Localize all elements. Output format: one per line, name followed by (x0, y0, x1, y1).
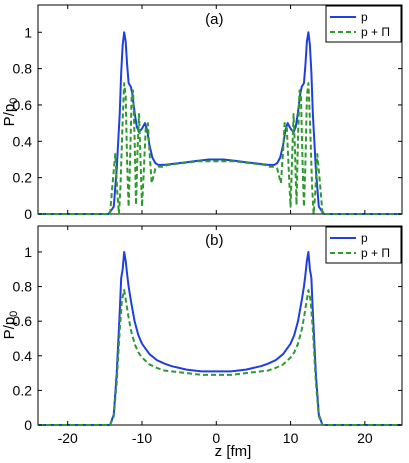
panel-label: (a) (205, 11, 223, 28)
ytick-label: 1 (24, 244, 32, 260)
ytick-label: 1 (24, 24, 32, 40)
ytick-label: 0.6 (13, 97, 33, 113)
ytick-label: 0.2 (13, 170, 33, 186)
ytick-label: 0.6 (13, 313, 33, 329)
ytick-label: 0.8 (13, 279, 33, 295)
series-line-p-plus-pi (38, 82, 402, 215)
panel-label: (b) (205, 232, 223, 249)
panel-a: 0 0.2 0.4 0.6 0.8 1 (a) pp + Π (13, 4, 403, 222)
panel-b: 0 0.2 0.4 0.6 0.8 1 -20 -10 0 10 20 (b) pp + Π (13, 225, 403, 446)
legend-box (325, 226, 402, 264)
xtick-label: 20 (357, 430, 373, 446)
series-line-p (38, 250, 402, 426)
ytick-label: 0.4 (13, 348, 33, 364)
ytick-label: 0 (24, 417, 32, 433)
xlabel: z [fm] (215, 443, 252, 460)
ytick-label: 0 (24, 206, 32, 222)
legend-label: p + Π (361, 246, 390, 260)
ytick-label: 0.4 (13, 133, 33, 149)
ytick-label: 0.2 (13, 382, 33, 398)
xtick-label: 10 (283, 430, 299, 446)
legend-label: p (361, 10, 368, 24)
legend-label: p (361, 231, 368, 245)
legend-box (325, 5, 402, 43)
xtick-label: -20 (58, 430, 78, 446)
xtick-label: -10 (132, 430, 152, 446)
xtick-label: 0 (212, 430, 220, 446)
ylabel-a: P/p0 (1, 98, 20, 127)
series-line-p (38, 31, 402, 215)
ytick-label: 0.8 (13, 61, 33, 77)
legend-label: p + Π (361, 25, 390, 39)
ylabel-b: P/p0 (1, 311, 20, 340)
series-line-p-plus-pi (38, 289, 402, 426)
